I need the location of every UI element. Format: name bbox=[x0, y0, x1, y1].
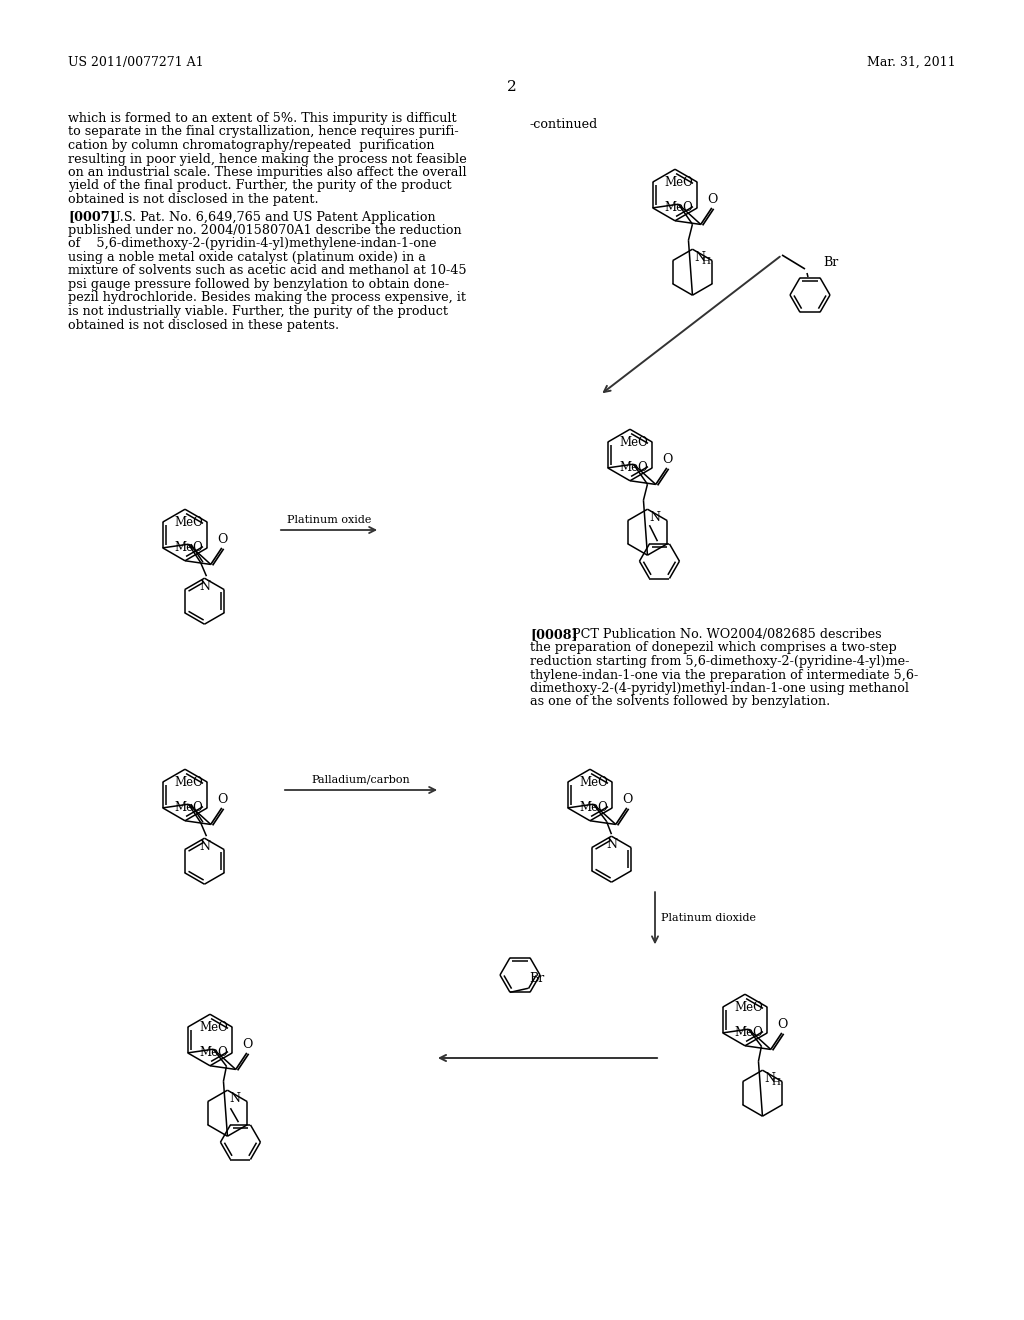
Text: reduction starting from 5,6-dimethoxy-2-(pyridine-4-yl)me-: reduction starting from 5,6-dimethoxy-2-… bbox=[530, 655, 909, 668]
Text: Platinum dioxide: Platinum dioxide bbox=[662, 913, 756, 923]
Text: N: N bbox=[229, 1092, 241, 1105]
Text: O: O bbox=[777, 1018, 788, 1031]
Text: dimethoxy-2-(4-pyridyl)methyl-indan-1-one using methanol: dimethoxy-2-(4-pyridyl)methyl-indan-1-on… bbox=[530, 682, 909, 696]
Text: U.S. Pat. No. 6,649,765 and US Patent Application: U.S. Pat. No. 6,649,765 and US Patent Ap… bbox=[110, 210, 435, 223]
Text: O: O bbox=[708, 193, 718, 206]
Text: N: N bbox=[199, 581, 210, 593]
Text: MeO: MeO bbox=[200, 1020, 228, 1034]
Text: psi gauge pressure followed by benzylation to obtain done-: psi gauge pressure followed by benzylati… bbox=[68, 279, 450, 290]
Text: N: N bbox=[199, 841, 210, 853]
Text: O: O bbox=[218, 533, 228, 546]
Text: O: O bbox=[218, 793, 228, 807]
Text: US 2011/0077271 A1: US 2011/0077271 A1 bbox=[68, 55, 204, 69]
Text: of    5,6-dimethoxy-2-(pyridin-4-yl)methylene-indan-1-one: of 5,6-dimethoxy-2-(pyridin-4-yl)methyle… bbox=[68, 238, 436, 251]
Text: cation by column chromatography/repeated  purification: cation by column chromatography/repeated… bbox=[68, 139, 434, 152]
Text: is not industrially viable. Further, the purity of the product: is not industrially viable. Further, the… bbox=[68, 305, 449, 318]
Text: Mar. 31, 2011: Mar. 31, 2011 bbox=[867, 55, 956, 69]
Text: H: H bbox=[701, 257, 711, 267]
Text: pezil hydrochloride. Besides making the process expensive, it: pezil hydrochloride. Besides making the … bbox=[68, 292, 466, 305]
Text: to separate in the final crystallization, hence requires purifi-: to separate in the final crystallization… bbox=[68, 125, 459, 139]
Text: MeO: MeO bbox=[620, 462, 648, 474]
Text: resulting in poor yield, hence making the process not feasible: resulting in poor yield, hence making th… bbox=[68, 153, 467, 165]
Text: O: O bbox=[623, 793, 633, 807]
Text: N: N bbox=[694, 251, 706, 264]
Text: 2: 2 bbox=[507, 81, 517, 94]
Text: H: H bbox=[771, 1078, 780, 1088]
Text: the preparation of donepezil which comprises a two-step: the preparation of donepezil which compr… bbox=[530, 642, 897, 655]
Text: thylene-indan-1-one via the preparation of intermediate 5,6-: thylene-indan-1-one via the preparation … bbox=[530, 668, 919, 681]
Text: Br: Br bbox=[823, 256, 839, 269]
Text: MeO: MeO bbox=[665, 202, 693, 214]
Text: obtained is not disclosed in the patent.: obtained is not disclosed in the patent. bbox=[68, 193, 318, 206]
Text: MeO: MeO bbox=[734, 1027, 763, 1039]
Text: [0008]: [0008] bbox=[530, 628, 578, 642]
Text: MeO: MeO bbox=[174, 801, 204, 814]
Text: [0007]: [0007] bbox=[68, 210, 116, 223]
Text: using a noble metal oxide catalyst (platinum oxide) in a: using a noble metal oxide catalyst (plat… bbox=[68, 251, 426, 264]
Text: O: O bbox=[243, 1038, 253, 1051]
Text: yield of the final product. Further, the purity of the product: yield of the final product. Further, the… bbox=[68, 180, 452, 193]
Text: mixture of solvents such as acetic acid and methanol at 10-45: mixture of solvents such as acetic acid … bbox=[68, 264, 467, 277]
Text: -continued: -continued bbox=[530, 117, 598, 131]
Text: Platinum oxide: Platinum oxide bbox=[287, 515, 371, 525]
Text: MeO: MeO bbox=[580, 776, 608, 788]
Text: on an industrial scale. These impurities also affect the overall: on an industrial scale. These impurities… bbox=[68, 166, 467, 180]
Text: MeO: MeO bbox=[200, 1047, 228, 1060]
Text: obtained is not disclosed in these patents.: obtained is not disclosed in these paten… bbox=[68, 318, 339, 331]
Text: MeO: MeO bbox=[620, 436, 648, 449]
Text: which is formed to an extent of 5%. This impurity is difficult: which is formed to an extent of 5%. This… bbox=[68, 112, 457, 125]
Text: published under no. 2004/0158070A1 describe the reduction: published under no. 2004/0158070A1 descr… bbox=[68, 224, 462, 238]
Text: N: N bbox=[606, 838, 616, 851]
Text: N: N bbox=[765, 1072, 775, 1085]
Text: MeO: MeO bbox=[734, 1001, 763, 1014]
Text: MeO: MeO bbox=[580, 801, 608, 814]
Text: MeO: MeO bbox=[174, 516, 204, 528]
Text: MeO: MeO bbox=[665, 176, 693, 189]
Text: PCT Publication No. WO2004/082685 describes: PCT Publication No. WO2004/082685 descri… bbox=[572, 628, 882, 642]
Text: Palladium/carbon: Palladium/carbon bbox=[311, 775, 411, 785]
Text: N: N bbox=[649, 511, 660, 524]
Text: Br: Br bbox=[529, 973, 544, 985]
Text: MeO: MeO bbox=[174, 541, 204, 554]
Text: O: O bbox=[663, 453, 673, 466]
Text: MeO: MeO bbox=[174, 776, 204, 788]
Text: as one of the solvents followed by benzylation.: as one of the solvents followed by benzy… bbox=[530, 696, 830, 709]
